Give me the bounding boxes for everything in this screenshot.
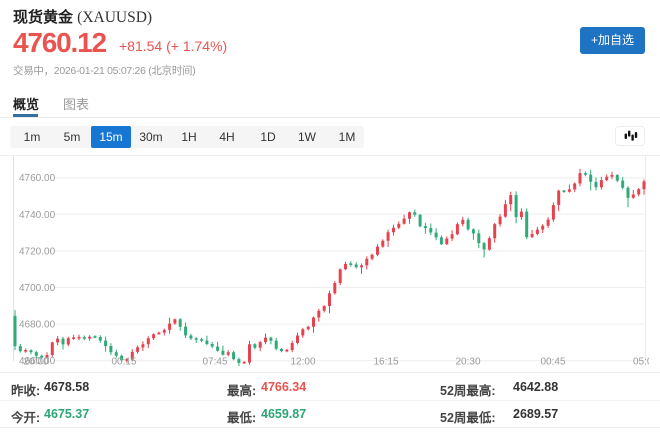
svg-text:05:00: 05:00 [633, 357, 658, 368]
svg-text:4760.00: 4760.00 [19, 173, 56, 184]
svg-text:4720.00: 4720.00 [19, 246, 56, 257]
svg-text:07:45: 07:45 [202, 357, 227, 368]
svg-text:4660.00: 4660.00 [19, 356, 56, 367]
svg-text:4680.00: 4680.00 [19, 320, 56, 331]
svg-text:20:00: 20:00 [23, 357, 48, 368]
svg-text:4740.00: 4740.00 [19, 210, 56, 221]
svg-text:00:15: 00:15 [111, 357, 136, 368]
svg-text:16:15: 16:15 [373, 357, 398, 368]
svg-text:20:30: 20:30 [455, 357, 480, 368]
svg-text:00:45: 00:45 [540, 357, 565, 368]
svg-text:12:00: 12:00 [290, 357, 315, 368]
svg-text:4700.00: 4700.00 [19, 283, 56, 294]
